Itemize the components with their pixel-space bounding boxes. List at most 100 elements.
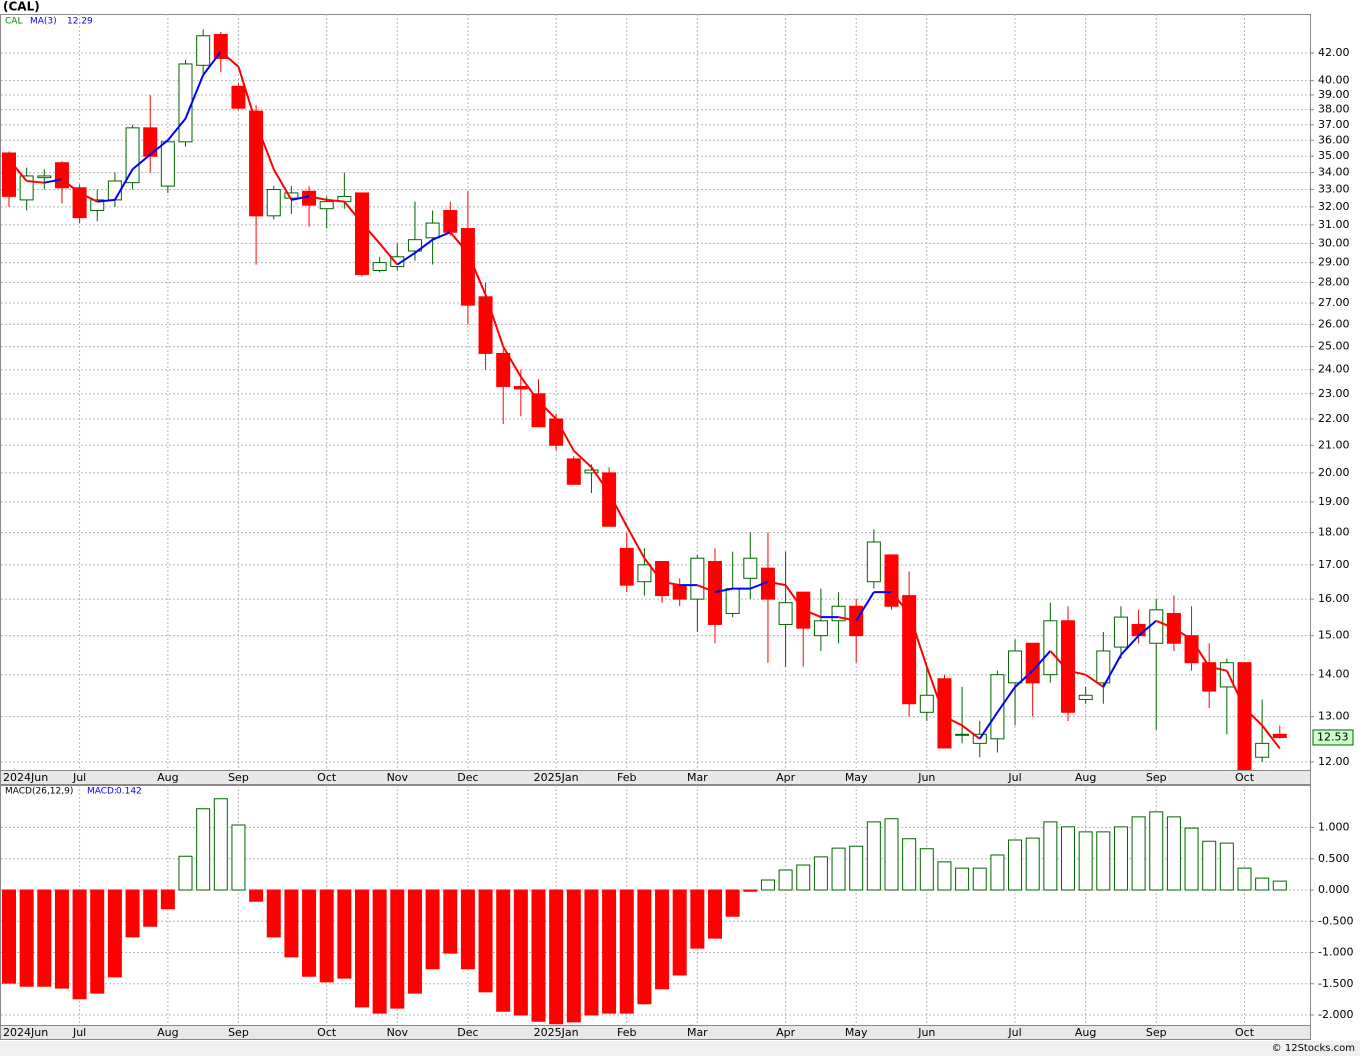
macd-bar: [1043, 821, 1058, 891]
y-tick-label: 16.00: [1318, 592, 1350, 605]
ma-segment: [308, 195, 327, 201]
ma-segment: [714, 587, 733, 594]
macd-bar: [178, 855, 193, 891]
macd-bar: [1237, 867, 1252, 891]
y-tick-label: -1.500: [1318, 977, 1353, 990]
ma-segment: [1155, 619, 1175, 630]
y-tick-label: 39.00: [1318, 88, 1350, 101]
legend-value: 12.29: [67, 17, 93, 27]
macd-bar: [2, 889, 16, 984]
date-strip: [0, 770, 1311, 785]
candle-body: [584, 469, 599, 474]
ma-segment: [767, 580, 786, 587]
ma-segment: [432, 231, 451, 241]
y-tick-label: 29.00: [1318, 256, 1350, 269]
candle-body: [637, 564, 652, 583]
ma-segment: [978, 711, 999, 740]
ma-segment: [1225, 670, 1246, 709]
ma-segment: [378, 242, 399, 266]
last-price-box: [1312, 729, 1354, 746]
y-tick-label: 24.00: [1318, 363, 1350, 376]
macd-bar: [760, 879, 775, 891]
ma-segment: [1031, 650, 1052, 672]
series-group: [2, 798, 1287, 1025]
x-tick-label: Jul: [72, 771, 86, 784]
y-tick-label: 20.00: [1318, 466, 1350, 479]
footer: © 12Stocks.com: [1272, 1043, 1355, 1054]
ma-segment: [1173, 627, 1193, 641]
legend-symbol: CAL: [5, 17, 22, 27]
x-tick-label: Mar: [687, 1026, 708, 1039]
y-tick-label: 37.00: [1318, 118, 1350, 131]
y-tick-label: 38.00: [1318, 103, 1350, 116]
x-tick-label: Jun: [917, 771, 935, 784]
candle-body: [425, 222, 440, 239]
ma-segment: [961, 724, 981, 740]
x-tick-label: Dec: [457, 771, 478, 784]
candle-body: [196, 35, 211, 66]
macd-bar: [319, 889, 334, 983]
x-tick-label: Jul: [72, 1026, 86, 1039]
x-tick-label: May: [845, 1026, 868, 1039]
candle-body: [1096, 650, 1111, 684]
y-tick-label: 42.00: [1318, 46, 1350, 59]
macd-bar: [249, 889, 264, 902]
y-tick-label: 21.00: [1318, 438, 1350, 451]
macd-value: 0.142: [116, 787, 142, 797]
ma-segment: [749, 580, 769, 590]
candle-body: [143, 127, 158, 157]
candle-body: [90, 199, 105, 211]
y-tick-label: 30.00: [1318, 236, 1350, 249]
date-strip: [0, 1025, 1311, 1040]
macd-bar: [1096, 831, 1111, 891]
x-tick-label: May: [845, 771, 868, 784]
macd-bar: [1255, 877, 1270, 891]
ma-segment: [1208, 665, 1228, 672]
y-tick-label: -2.000: [1318, 1008, 1353, 1021]
macd-bar: [355, 889, 369, 1008]
x-tick-label: Feb: [617, 1026, 636, 1039]
x-tick-label: Nov: [387, 1026, 409, 1039]
x-tick-label: Nov: [387, 771, 409, 784]
macd-bar: [1272, 880, 1287, 891]
ma-segment: [1067, 669, 1086, 676]
macd-bar: [478, 889, 493, 993]
candle-body: [884, 554, 899, 607]
ma-segment: [326, 198, 345, 203]
macd-bar: [390, 889, 405, 1009]
macd-bar: [796, 864, 811, 891]
candle-body: [266, 189, 281, 217]
ma-segment: [1014, 669, 1034, 688]
ma-segment: [784, 584, 805, 611]
macd-bar: [143, 889, 158, 927]
y-tick-label: 32.00: [1318, 200, 1350, 213]
last-price: 12.53: [1317, 730, 1349, 743]
candle-body: [319, 201, 334, 210]
macd-bar: [849, 845, 864, 891]
candle-body: [1237, 662, 1252, 770]
candle-body: [990, 674, 1005, 740]
ma-segment: [1120, 634, 1140, 656]
chart-title: (CAL): [3, 0, 40, 14]
y-tick-label: -1.000: [1318, 946, 1353, 959]
ma-segment: [8, 158, 28, 182]
y-tick-label: 35.00: [1318, 149, 1350, 162]
ma-segment: [944, 715, 963, 727]
candle-body: [178, 63, 193, 143]
y-tick-label: 17.00: [1318, 558, 1350, 571]
y-tick-label: 1.000: [1318, 821, 1350, 834]
macd-bar: [284, 889, 299, 958]
ma-segment: [1049, 650, 1069, 672]
macd-bar: [266, 889, 281, 938]
plot-layer: 12.00 13.00 14.00 15.00 16.00 17.00 18.00 19.00…: [1, 14, 1354, 1039]
candle-body: [1202, 662, 1217, 692]
candle-body: [160, 141, 175, 187]
ma-segment: [414, 238, 434, 254]
ma-segment: [220, 50, 240, 68]
candle-body: [602, 472, 617, 527]
ma-segment: [555, 418, 575, 452]
ma-segment: [396, 252, 416, 266]
candle-body: [849, 605, 864, 637]
macd-bar: [672, 889, 687, 976]
